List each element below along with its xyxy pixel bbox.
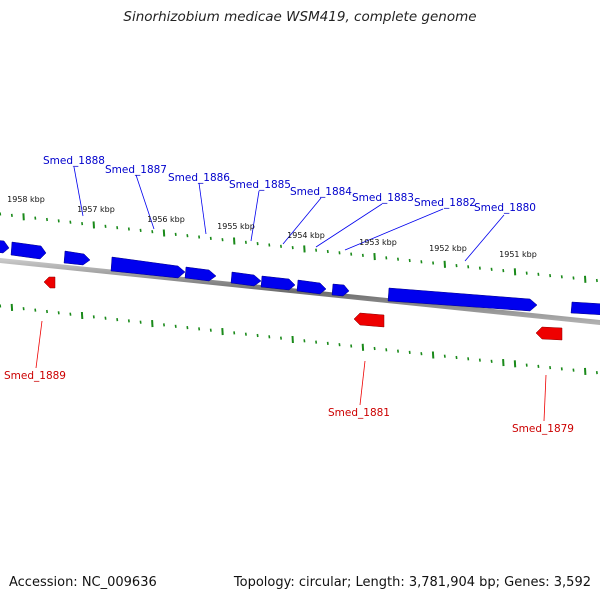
gene-label-smed-1879[interactable]: Smed_1879	[512, 423, 574, 435]
gene-arrow-forward[interactable]	[110, 256, 186, 279]
leader-line	[315, 203, 383, 248]
gene-arrow-forward[interactable]	[331, 283, 350, 297]
scale-label-1951-kbp: 1951 kbp	[499, 250, 537, 259]
gene-arrow-forward[interactable]	[296, 279, 327, 295]
gene-label-smed-1888[interactable]: Smed_1888	[43, 155, 105, 167]
leader-line	[464, 214, 505, 262]
gene-arrow-forward[interactable]	[63, 250, 91, 266]
leader-line	[282, 197, 322, 245]
gene-label-smed-1889[interactable]: Smed_1889	[4, 370, 66, 382]
gene-label-smed-1883[interactable]: Smed_1883	[352, 192, 414, 204]
gene-arrow-forward[interactable]	[10, 241, 47, 260]
leader-line	[73, 166, 84, 217]
scale-label-1953-kbp: 1953 kbp	[359, 238, 397, 247]
gene-label-smed-1882[interactable]: Smed_1882	[414, 197, 476, 209]
gene-label-smed-1887[interactable]: Smed_1887	[105, 164, 167, 176]
gene-arrow-forward[interactable]	[260, 275, 296, 291]
leader-line	[135, 174, 155, 230]
gene-arrow-reverse[interactable]	[353, 312, 385, 328]
scale-label-1955-kbp: 1955 kbp	[217, 222, 255, 231]
leader-line	[35, 320, 43, 369]
scale-label-1954-kbp: 1954 kbp	[287, 231, 325, 240]
gene-label-smed-1886[interactable]: Smed_1886	[168, 172, 230, 184]
gene-arrow-reverse[interactable]	[43, 276, 56, 289]
gene-arrow-forward[interactable]	[0, 240, 10, 254]
gene-arrow-forward[interactable]	[570, 301, 600, 315]
gene-label-smed-1885[interactable]: Smed_1885	[229, 179, 291, 191]
map-title: Sinorhizobium medicae WSM419, complete g…	[123, 9, 477, 25]
genome-summary: Topology: circular; Length: 3,781,904 bp…	[233, 575, 591, 590]
leader-line	[198, 182, 207, 235]
gene-arrow-forward[interactable]	[184, 266, 217, 282]
leader-line	[543, 374, 547, 422]
gene-arrow-reverse[interactable]	[535, 326, 563, 341]
gene-label-smed-1884[interactable]: Smed_1884	[290, 186, 352, 198]
gene-arrow-forward[interactable]	[387, 287, 538, 312]
leader-line	[359, 360, 366, 406]
leader-line	[250, 190, 260, 242]
gene-label-smed-1881[interactable]: Smed_1881	[328, 407, 390, 419]
scale-label-1957-kbp: 1957 kbp	[77, 205, 115, 214]
gene-arrow-forward[interactable]	[230, 271, 262, 287]
gene-label-smed-1880[interactable]: Smed_1880	[474, 202, 536, 214]
scale-label-1952-kbp: 1952 kbp	[429, 244, 467, 253]
leader-line	[344, 208, 444, 251]
accession-label: Accession: NC_009636	[9, 575, 157, 590]
scale-label-1956-kbp: 1956 kbp	[147, 215, 185, 224]
scale-label-1958-kbp: 1958 kbp	[7, 195, 45, 204]
